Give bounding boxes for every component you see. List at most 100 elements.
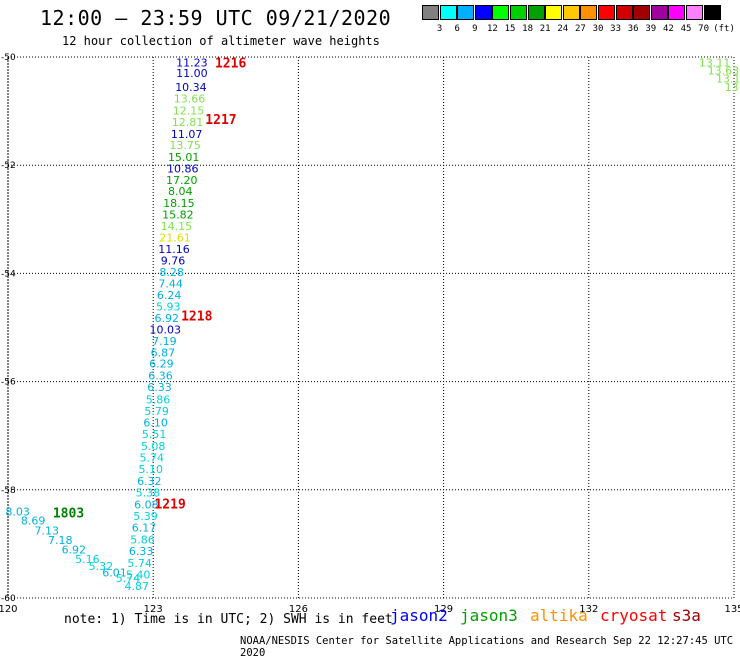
pass-time-label: 1219: [154, 497, 185, 512]
x-tick-label: 135: [724, 604, 740, 615]
x-tick-label: 132: [579, 604, 598, 615]
swh-value: 8.69: [21, 515, 46, 528]
swh-value: 13.63: [708, 65, 740, 78]
swh-value: 8.04: [168, 185, 193, 198]
swh-value: 5.79: [144, 405, 169, 418]
swh-value: 11.00: [176, 67, 208, 80]
swh-value: 5.40: [126, 569, 151, 582]
swh-value: 5.74: [116, 572, 141, 585]
legend-swatch: [527, 5, 545, 20]
swh-value: 13.75: [169, 139, 201, 152]
y-tick-label: -60: [1, 594, 16, 604]
satellite-altika: altika: [530, 606, 588, 625]
swh-value: 5.32: [89, 560, 114, 573]
swh-value: 6.33: [147, 381, 172, 394]
credit-line: NOAA/NESDIS Center for Satellite Applica…: [240, 635, 734, 659]
swh-value: 8.28: [159, 266, 184, 279]
swh-value: 5.16: [75, 553, 100, 566]
legend-label: 6: [454, 24, 460, 34]
swh-value: 18.15: [163, 197, 195, 210]
swh-value: 15.01: [168, 151, 200, 164]
legend-swatch: [686, 5, 703, 20]
satellite-cryosat: cryosat: [600, 606, 668, 625]
swh-value: 5.74: [127, 557, 152, 570]
legend-swatch: [633, 5, 651, 20]
pass-time-label: 1218: [181, 310, 212, 325]
legend-label: 12: [486, 24, 498, 34]
legend-swatch: [580, 5, 598, 20]
swh-value: 5.93: [156, 300, 181, 313]
legend-swatch: [703, 5, 721, 20]
legend-label: 9: [472, 24, 478, 34]
swh-value: 7.13: [34, 524, 59, 537]
swh-value: 17.20: [166, 174, 198, 187]
y-tick-label: -56: [1, 378, 16, 388]
legend-label: 36: [627, 24, 639, 34]
legend-label: 18: [522, 24, 534, 34]
swh-value: 6.87: [151, 346, 176, 359]
legend-swatch: [668, 5, 686, 20]
legend-label: 70: [698, 24, 710, 34]
swh-value: 5.51: [142, 428, 167, 441]
x-tick-label: 123: [144, 604, 163, 615]
legend-swatch: [598, 5, 615, 20]
swh-value: 6.32: [137, 475, 162, 488]
swh-value: 11.23: [176, 56, 208, 69]
legend-label: 30: [592, 24, 604, 34]
legend-swatch: [562, 5, 580, 20]
y-tick-label: -50: [1, 53, 16, 63]
swh-value: 13.1: [716, 73, 740, 86]
swh-value: 15.82: [162, 208, 194, 221]
legend-swatch: [439, 5, 457, 20]
swh-value: 9.76: [161, 254, 186, 267]
page-subtitle: 12 hour collection of altimeter wave hei…: [62, 34, 380, 48]
legend-swatch: [492, 5, 510, 20]
legend-swatch: [510, 5, 527, 20]
swh-value: 6.10: [143, 417, 168, 430]
swh-value: 4.87: [124, 580, 149, 593]
swh-value: 13.11: [699, 56, 731, 69]
pass-time-label: 1216: [215, 56, 246, 71]
legend-label: 24: [557, 24, 569, 34]
swh-value: 13.66: [174, 93, 206, 106]
swh-value: 14.15: [161, 220, 193, 233]
satellite-jason3: jason3: [460, 606, 518, 625]
pass-time-label: 1217: [205, 113, 236, 128]
legend-label: 21: [539, 24, 551, 34]
swh-value: 7.44: [158, 278, 183, 291]
legend-label: 45: [680, 24, 692, 34]
y-tick-label: -52: [1, 161, 16, 171]
swh-value: 12.15: [173, 105, 205, 118]
swh-value: 5.86: [146, 393, 171, 406]
swh-value: 5.86: [130, 534, 155, 547]
swh-value: 6.36: [148, 370, 173, 383]
swh-value: 7.19: [152, 335, 177, 348]
swh-value: 11.16: [158, 243, 190, 256]
legend-label: 33: [610, 24, 622, 34]
x-tick-label: 126: [289, 604, 308, 615]
swh-value: 10.86: [167, 162, 199, 175]
swh-value: 12.81: [172, 116, 204, 129]
swh-value: 6.01: [102, 567, 127, 580]
legend-swatch: [474, 5, 492, 20]
x-tick-label: 120: [0, 604, 18, 615]
y-tick-label: -58: [1, 486, 16, 496]
page-title: 12:00 – 23:59 UTC 09/21/2020: [40, 6, 392, 30]
swh-value: 6.24: [157, 289, 182, 302]
pass-time-label: 1803: [53, 507, 84, 522]
swh-value: 6.29: [149, 358, 174, 371]
swh-value: 21.61: [159, 232, 191, 245]
legend-label: 27: [574, 24, 586, 34]
swh-value: 6.33: [129, 545, 154, 558]
swh-value: 7.18: [48, 534, 73, 547]
satellite-jason2: jason2: [390, 606, 448, 625]
swh-value: 5.39: [133, 510, 158, 523]
swh-value: 11.07: [171, 128, 203, 141]
y-tick-label: -54: [1, 269, 16, 279]
swh-value: 5.74: [139, 451, 164, 464]
swh-value: 6.92: [62, 543, 87, 556]
legend-label: 3: [436, 24, 443, 34]
legend-swatch: [457, 5, 475, 20]
legend-swatch: [422, 5, 439, 20]
